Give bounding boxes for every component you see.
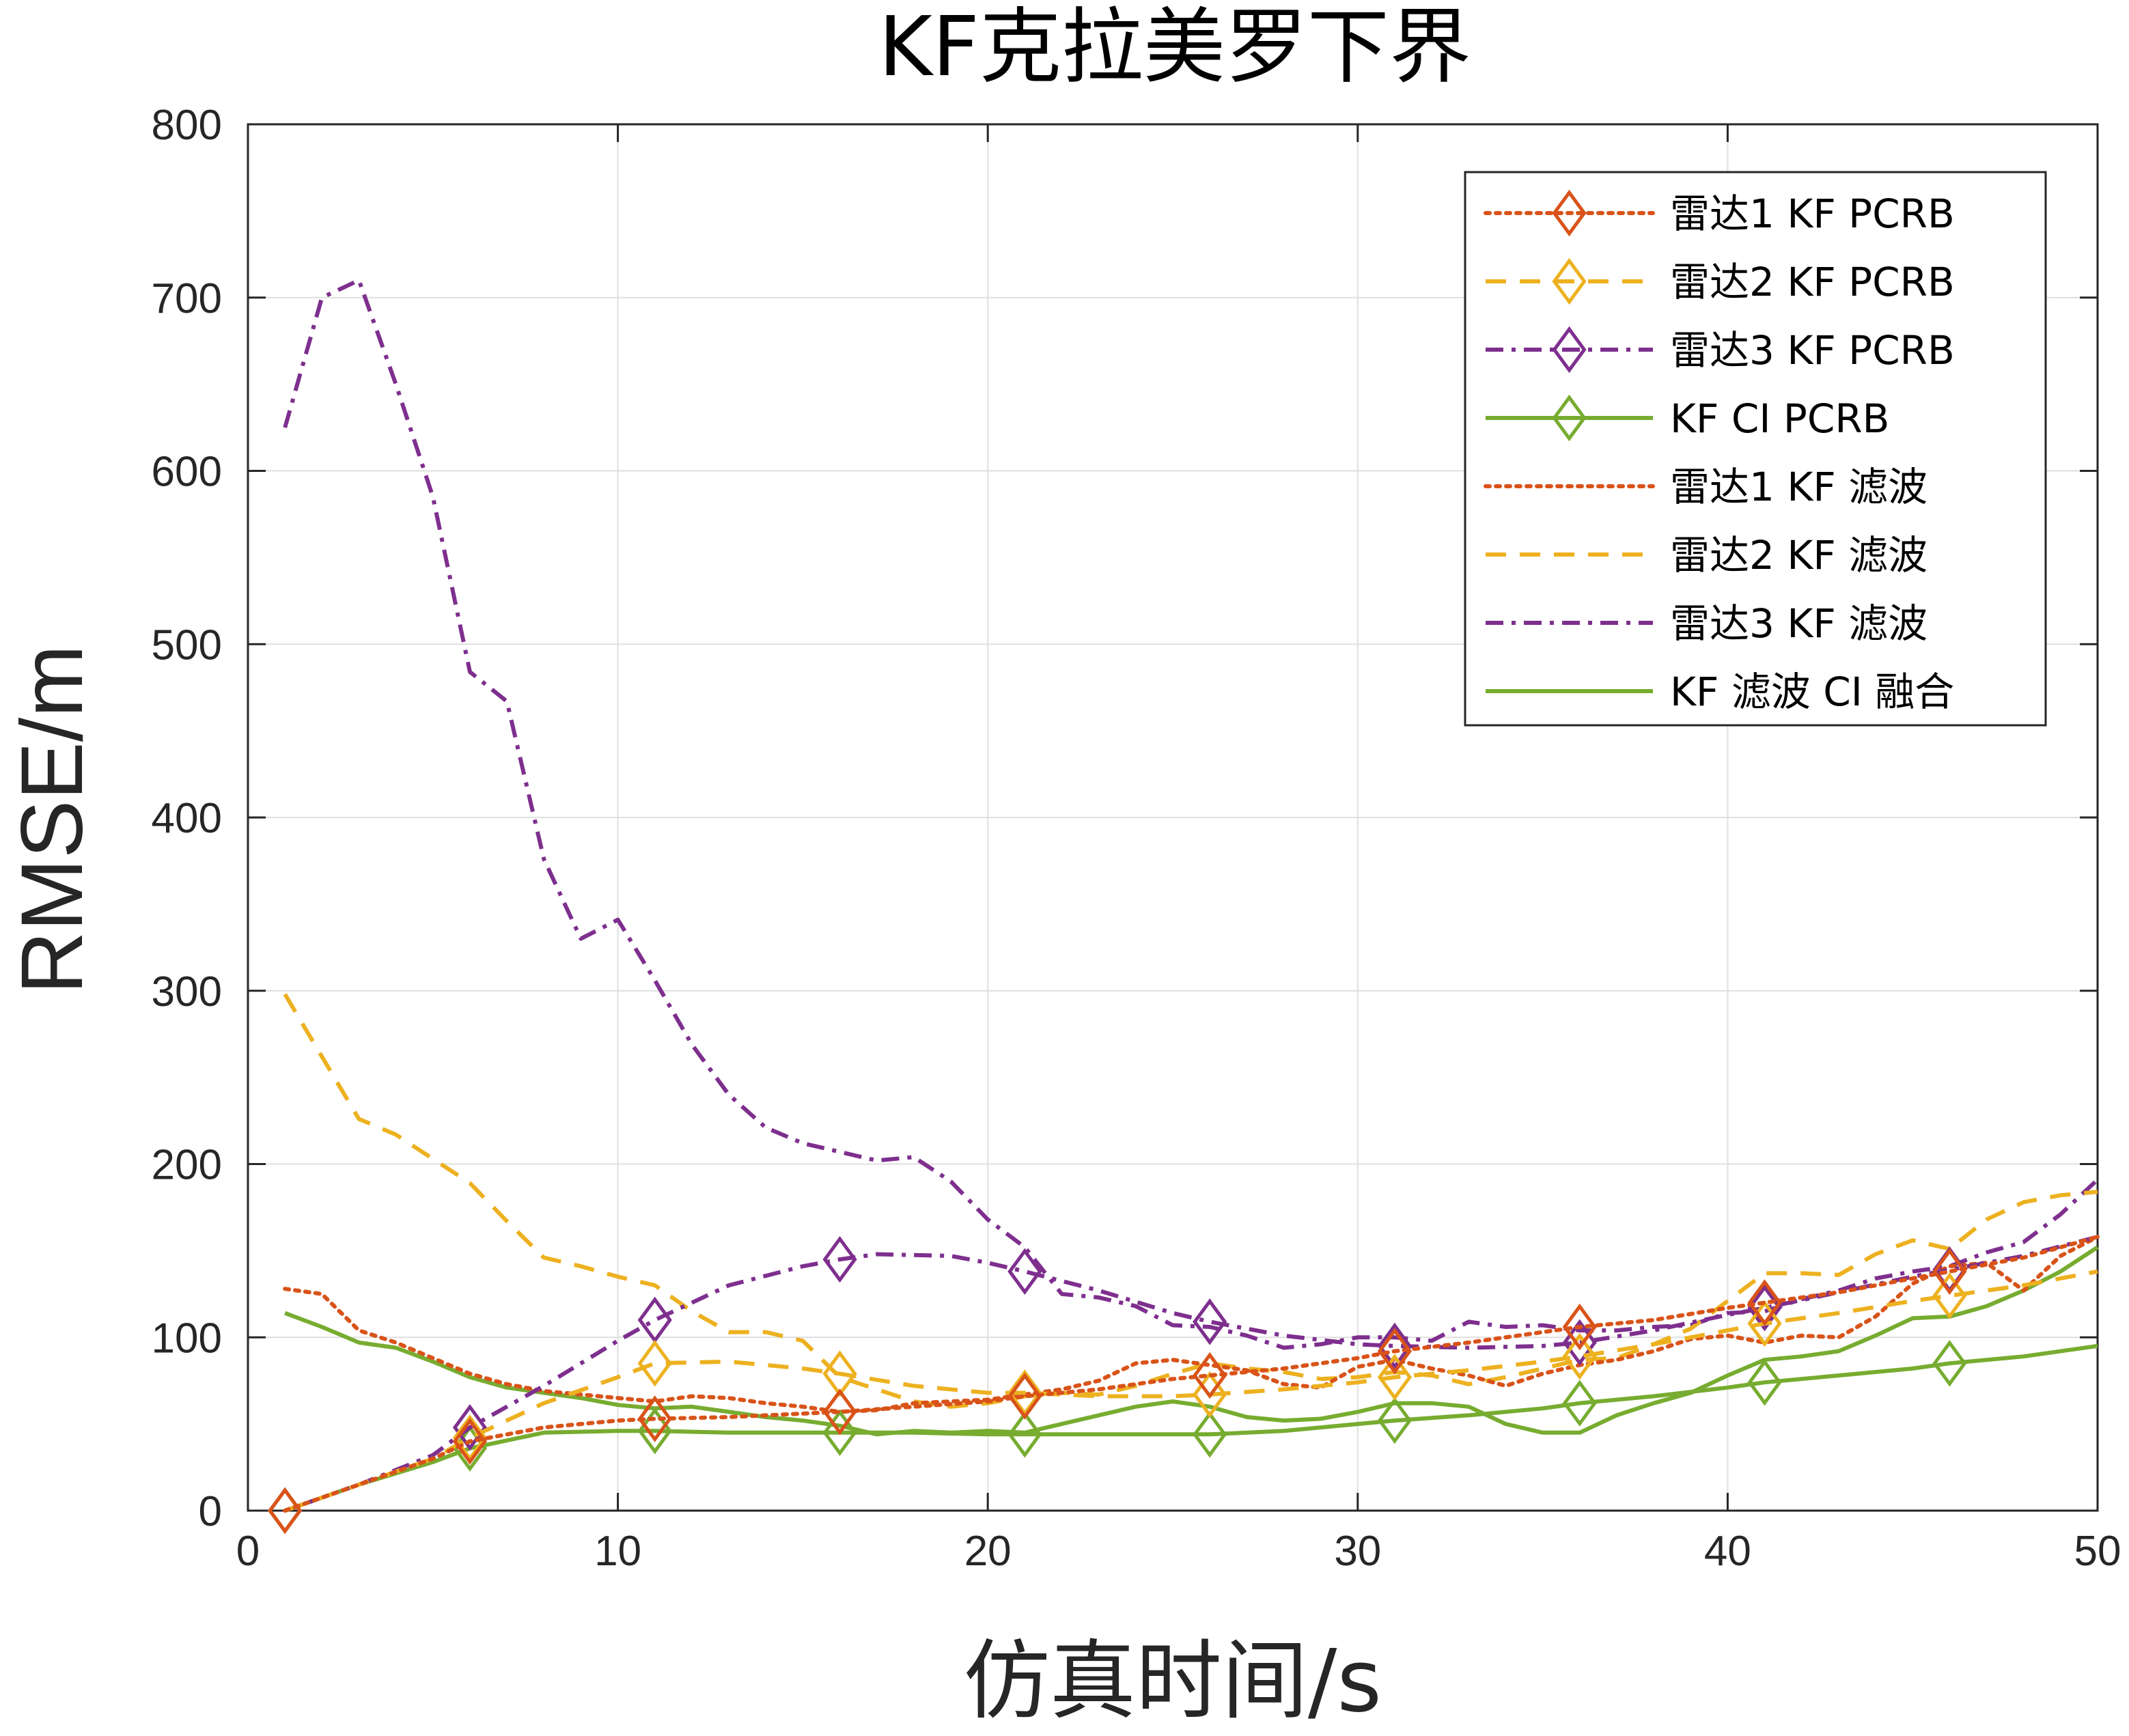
legend-label: KF CI PCRB xyxy=(1670,395,1889,442)
series-marker xyxy=(637,1296,672,1344)
series-line xyxy=(283,278,2100,1350)
series-7 xyxy=(284,1245,2099,1437)
series-marker xyxy=(1193,1371,1227,1418)
x-tick-label: 50 xyxy=(2074,1528,2121,1575)
legend-label: 雷达1 KF PCRB xyxy=(1670,191,1955,237)
series-marker xyxy=(1562,1332,1597,1380)
series-line xyxy=(284,1269,2098,1513)
y-tick-label: 800 xyxy=(152,102,222,149)
series-0 xyxy=(268,1235,2100,1535)
series-marker xyxy=(1007,1411,1042,1458)
series-line xyxy=(283,1235,2100,1513)
series-2 xyxy=(268,1235,2098,1535)
series-marker xyxy=(1562,1303,1597,1351)
legend-entry: KF 滤波 CI 融合 xyxy=(1486,669,1954,715)
legend-label: 雷达2 KF 滤波 xyxy=(1670,532,1928,578)
x-tick-label: 10 xyxy=(594,1528,641,1575)
series-marker xyxy=(1932,1248,1967,1296)
legend-box xyxy=(1464,171,2047,727)
legend-label: 雷达1 KF 滤波 xyxy=(1670,464,1928,510)
x-axis-label: 仿真时间/s xyxy=(964,1631,1382,1731)
legend-marker xyxy=(1552,394,1587,442)
x-tick-label: 20 xyxy=(964,1528,1012,1575)
x-tick-label: 30 xyxy=(1334,1528,1381,1575)
series-6 xyxy=(283,278,2100,1350)
y-tick-label: 300 xyxy=(152,968,222,1016)
series-line xyxy=(283,1235,2100,1414)
series-marker xyxy=(637,1395,672,1442)
series-marker xyxy=(1747,1358,1782,1406)
series-marker xyxy=(822,1235,857,1283)
series-marker xyxy=(822,1388,857,1436)
series-marker xyxy=(1377,1397,1413,1444)
series-marker xyxy=(1377,1322,1413,1370)
series-marker xyxy=(1193,1411,1227,1458)
series-marker xyxy=(1932,1272,1967,1319)
legend-entry: 雷达1 KF PCRB xyxy=(1484,189,1955,237)
series-line xyxy=(284,1343,2098,1513)
legend-label: 雷达3 KF PCRB xyxy=(1670,327,1955,374)
x-tick-label: 40 xyxy=(1704,1528,1751,1575)
legend-label: KF 滤波 CI 融合 xyxy=(1670,669,1954,715)
series-line xyxy=(283,993,2098,1409)
series-5 xyxy=(283,993,2098,1409)
legend-label: 雷达2 KF PCRB xyxy=(1670,259,1955,305)
series-marker xyxy=(1193,1298,1227,1345)
series-marker xyxy=(1193,1352,1227,1399)
legend-label: 雷达3 KF 滤波 xyxy=(1670,600,1928,647)
legend-entry: 雷达3 KF 滤波 xyxy=(1486,600,1928,647)
series-marker xyxy=(452,1414,488,1461)
series-marker xyxy=(1007,1369,1042,1416)
series-marker xyxy=(1377,1328,1413,1375)
series-marker xyxy=(1747,1300,1782,1347)
series-marker xyxy=(1932,1340,1967,1387)
legend-entry: 雷达3 KF PCRB xyxy=(1486,326,1955,374)
series-marker xyxy=(1562,1380,1597,1427)
y-tick-label: 0 xyxy=(199,1488,222,1535)
y-tick-label: 400 xyxy=(152,795,222,842)
series-marker xyxy=(1007,1373,1042,1420)
y-tick-label: 200 xyxy=(152,1142,222,1189)
series-4 xyxy=(283,1235,2100,1414)
legend-marker xyxy=(1552,189,1587,237)
x-tick-label: 0 xyxy=(236,1528,260,1575)
series-lines xyxy=(268,278,2100,1535)
y-tick-label: 700 xyxy=(152,275,222,322)
legend: 雷达1 KF PCRB 雷达2 KF PCRB 雷达3 KF PCRB KF CI P… xyxy=(1464,171,2047,727)
y-tick-label: 500 xyxy=(152,621,222,669)
series-marker xyxy=(822,1409,857,1457)
series-marker xyxy=(452,1403,488,1451)
legend-entry: 雷达2 KF PCRB xyxy=(1486,257,1955,305)
legend-marker xyxy=(1552,257,1587,305)
y-tick-label: 600 xyxy=(152,449,222,496)
chart-title: KF克拉美罗下界 xyxy=(878,0,1471,95)
series-marker xyxy=(1377,1354,1413,1401)
legend-entry: 雷达1 KF 滤波 xyxy=(1484,464,1928,510)
series-line xyxy=(284,1245,2099,1437)
series-line xyxy=(284,1235,2098,1513)
series-marker xyxy=(452,1418,488,1465)
y-tick-label: 100 xyxy=(152,1315,222,1362)
legend-entry: 雷达2 KF 滤波 xyxy=(1486,532,1928,578)
series-marker xyxy=(1747,1279,1782,1326)
series-marker xyxy=(268,1487,303,1535)
series-marker xyxy=(1007,1248,1042,1296)
legend-entry: KF CI PCRB xyxy=(1486,394,1889,442)
legend-marker xyxy=(1552,326,1587,374)
y-axis-label: RMSE/m xyxy=(3,645,101,994)
series-marker xyxy=(637,1340,672,1387)
